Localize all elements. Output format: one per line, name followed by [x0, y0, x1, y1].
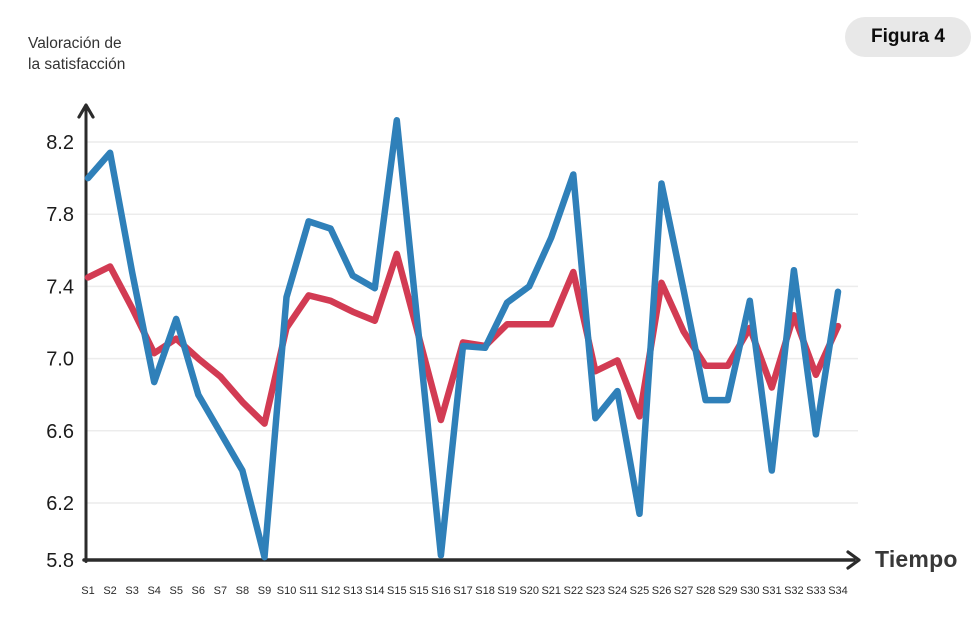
x-tick-label: S3 — [125, 585, 138, 597]
x-tick-label: S16 — [431, 585, 451, 597]
x-tick-label: S17 — [453, 585, 473, 597]
x-tick-label: S31 — [762, 585, 782, 597]
y-tick-label: 7.4 — [46, 276, 74, 298]
y-tick-label: 7.8 — [46, 204, 74, 226]
y-tick-label: 5.8 — [46, 550, 74, 572]
x-tick-label: S8 — [236, 585, 249, 597]
x-tick-label: S20 — [519, 585, 539, 597]
y-axis-title: Valoración de la satisfacción — [28, 35, 126, 73]
x-tick-label: S15 — [409, 585, 429, 597]
x-tick-label: S34 — [828, 585, 848, 597]
x-tick-label: S21 — [541, 585, 561, 597]
x-tick-label: S10 — [277, 585, 297, 597]
x-tick-label: S2 — [103, 585, 116, 597]
x-tick-label: S27 — [674, 585, 694, 597]
x-tick-label: S25 — [630, 585, 650, 597]
x-tick-label: S29 — [718, 585, 738, 597]
y-tick-label: 6.6 — [46, 421, 74, 443]
x-tick-label: S4 — [147, 585, 160, 597]
x-tick-label: S13 — [343, 585, 363, 597]
x-tick-label: S6 — [192, 585, 205, 597]
x-tick-label: S30 — [740, 585, 760, 597]
x-tick-label: S11 — [299, 585, 318, 597]
x-tick-label: S32 — [784, 585, 804, 597]
x-tick-label: S9 — [258, 585, 271, 597]
x-tick-label: S19 — [497, 585, 517, 597]
x-tick-label: S24 — [608, 585, 628, 597]
y-axis-arrow-icon — [77, 103, 95, 119]
x-tick-label: S1 — [81, 585, 94, 597]
y-tick-label: 7.0 — [46, 349, 74, 371]
x-tick-label: S15 — [387, 585, 407, 597]
x-tick-label: S12 — [321, 585, 341, 597]
x-axis-title: Tiempo — [875, 546, 958, 572]
x-tick-label: S14 — [365, 585, 385, 597]
figure-badge: Figura 4 — [845, 17, 971, 57]
series-line-serie-roja — [84, 250, 842, 427]
x-tick-label: S5 — [170, 585, 183, 597]
x-axis-arrow-icon — [846, 550, 861, 570]
x-tick-label: S7 — [214, 585, 227, 597]
series-line-serie-azul — [84, 117, 842, 561]
x-tick-label: S23 — [586, 585, 606, 597]
x-tick-label: S18 — [475, 585, 495, 597]
y-tick-label: 6.2 — [46, 493, 74, 515]
x-tick-label: S33 — [806, 585, 826, 597]
x-tick-label: S22 — [564, 585, 584, 597]
x-tick-label: S28 — [696, 585, 716, 597]
x-tick-label: S26 — [652, 585, 672, 597]
y-tick-label: 8.2 — [46, 132, 74, 154]
